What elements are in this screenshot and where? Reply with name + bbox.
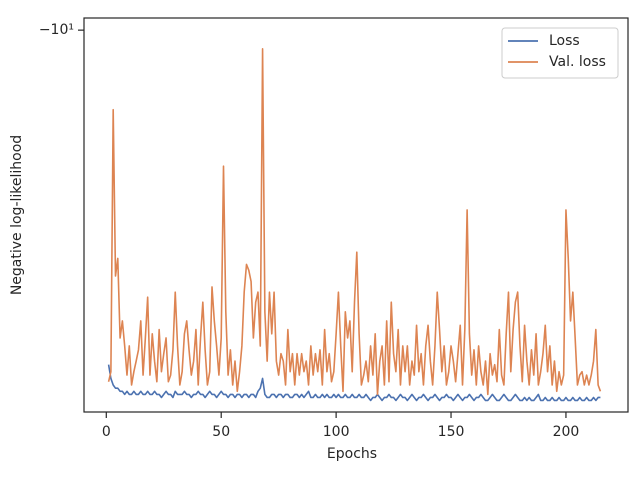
- y-tick-label: −10¹: [39, 22, 74, 38]
- x-tick-label: 200: [553, 424, 580, 440]
- x-axis-label: Epochs: [327, 446, 377, 462]
- series-line: [107, 364, 601, 402]
- legend-label: Loss: [549, 33, 580, 49]
- x-tick-label: 0: [102, 424, 111, 440]
- x-tick-label: 50: [212, 424, 230, 440]
- x-tick-label: 150: [438, 424, 465, 440]
- y-axis-label: Negative log-likelihood: [9, 135, 25, 295]
- x-tick-label: 100: [323, 424, 350, 440]
- plot-frame: [83, 17, 629, 413]
- legend-label: Val. loss: [549, 54, 606, 70]
- series-line: [107, 48, 602, 396]
